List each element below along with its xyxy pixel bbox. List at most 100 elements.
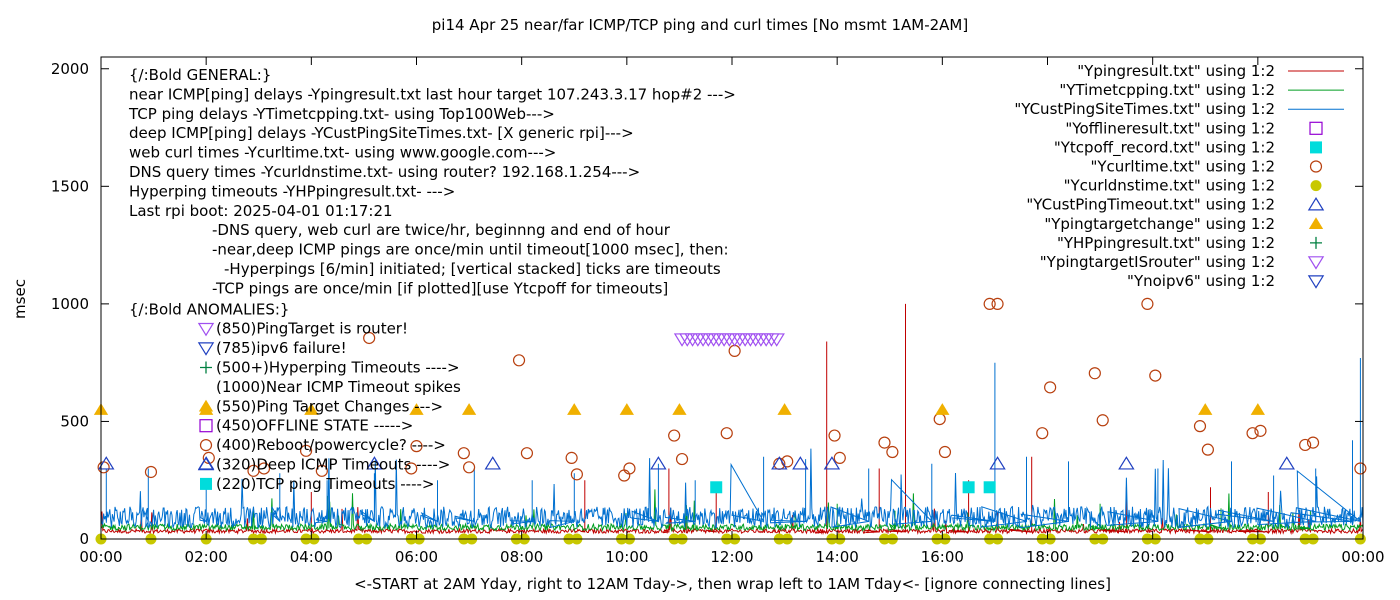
data-point-ycurltime-txt-using-1-2-11 <box>462 461 476 474</box>
data-point-ycustpingtimeout-txt-using-1-2-5 <box>771 456 788 470</box>
legend-label-ynoipv6-using-1-2: "Ynoipv6" using 1:2 <box>1127 272 1275 290</box>
data-point-ycurltime-txt-using-1-2-39 <box>1201 443 1214 456</box>
legend-label-ycustpingtimeout-txt-using-1-2: "YCustPingTimeout.txt" using 1:2 <box>1026 196 1275 214</box>
data-point-ycurltime-txt-using-1-2-10 <box>457 447 470 460</box>
annotation-glyph-19 <box>199 439 213 452</box>
annotation-17: (550)Ping Target Changes ---> <box>216 397 443 415</box>
data-point-ycurltime-txt-using-1-2-15 <box>570 468 583 481</box>
data-point-ycurltime-txt-using-1-2-25 <box>833 451 846 464</box>
data-point-ytcpoff-record-txt-using-1-2-2 <box>983 481 996 494</box>
x-tick-label: 22:00 <box>1236 548 1279 566</box>
legend-label-ypingtargetchange-using-1-2: "Ypingtargetchange" using 1:2 <box>1044 215 1275 233</box>
data-point-ycurltime-txt-using-1-2-42 <box>1299 438 1312 452</box>
y-tick-label: 1000 <box>51 295 89 313</box>
legend-label-ycurldnstime-txt-using-1-2: "Ycurldnstime.txt" using 1:2 <box>1064 177 1275 195</box>
data-point-ycurltime-txt-using-1-2-1 <box>144 465 158 479</box>
annotation-glyph-18 <box>199 419 213 433</box>
legend-sample-yofflineresult-txt-using-1-2 <box>1309 121 1323 135</box>
annotation-8: -DNS query, web curl are twice/hr, begin… <box>212 221 671 239</box>
data-point-ycurltime-txt-using-1-2-37 <box>1149 369 1162 382</box>
x-tick-label: 12:00 <box>710 548 753 566</box>
data-point-ycurltime-txt-using-1-2-16 <box>618 469 631 482</box>
data-point-ycurltime-txt-using-1-2-32 <box>1036 427 1049 440</box>
y-tick-label: 500 <box>60 412 89 430</box>
annotation-21: (220)TCP ping Timeouts ----> <box>216 475 434 493</box>
data-point-ycurltime-txt-using-1-2-4 <box>257 462 271 475</box>
x-tick-label: 10:00 <box>605 548 648 566</box>
annotation-glyph-14 <box>197 342 215 356</box>
data-point-ycurltime-txt-using-1-2-40 <box>1246 427 1259 440</box>
data-point-ycustpingtimeout-txt-using-1-2-0 <box>98 456 115 470</box>
x-axis-label: <-START at 2AM Yday, right to 12AM Tday-… <box>354 575 1111 593</box>
data-point-ycurltime-txt-using-1-2-28 <box>933 412 946 426</box>
data-point-ypingtargetchange-using-1-2-10 <box>1198 403 1213 415</box>
chart-title: pi14 Apr 25 near/far ICMP/TCP ping and c… <box>431 16 969 34</box>
data-point-ycurltime-txt-using-1-2-33 <box>1044 381 1057 394</box>
x-tick-label: 18:00 <box>1026 548 1069 566</box>
annotation-glyph-15 <box>200 361 212 374</box>
data-point-ytcpoff-record-txt-using-1-2-1 <box>962 481 975 494</box>
data-point-ycurltime-txt-using-1-2-18 <box>668 429 681 442</box>
annotation-7: Last rpi boot: 2025-04-01 01:17:21 <box>129 202 393 220</box>
x-tick-label: 00:00 <box>1341 548 1384 566</box>
legend-label-ytcpoff-record-txt-using-1-2: "Ytcpoff_record.txt" using 1:2 <box>1054 138 1275 157</box>
y-tick-label: 0 <box>79 530 89 548</box>
legend-sample-ycustpingtimeout-txt-using-1-2 <box>1307 197 1325 211</box>
data-point-ycurltime-txt-using-1-2-21 <box>728 344 741 358</box>
data-point-ycurltime-txt-using-1-2-36 <box>1141 297 1154 310</box>
annotation-glyph-13 <box>197 322 215 337</box>
legend-label-ypingtargetisrouter-using-1-2: "YpingtargetISrouter" using 1:2 <box>1040 253 1275 271</box>
y-tick-label: 1500 <box>51 177 89 195</box>
data-point-ypingtargetchange-using-1-2-8 <box>777 403 792 415</box>
data-point-ycurltime-txt-using-1-2-43 <box>1306 436 1320 449</box>
annotation-0: {/:Bold GENERAL:} <box>129 66 271 84</box>
annotation-glyph-20 <box>197 456 215 471</box>
data-point-ypingtargetchange-using-1-2-6 <box>619 403 634 415</box>
data-point-ytcpoff-record-txt-using-1-2-0 <box>710 481 723 494</box>
x-tick-label: 08:00 <box>500 548 543 566</box>
x-tick-label: 04:00 <box>290 548 333 566</box>
series-line-ycustpingsitetimes-txt-using-1-2 <box>100 358 1364 530</box>
x-tick-label: 20:00 <box>1131 548 1174 566</box>
data-point-ycurltime-txt-using-1-2-12 <box>512 354 526 367</box>
data-point-ycurltime-txt-using-1-2-17 <box>623 462 636 475</box>
data-point-ypingtargetchange-using-1-2-9 <box>935 403 950 415</box>
data-point-ycurltime-txt-using-1-2-27 <box>886 445 899 459</box>
series-line-ytimetcpping-txt-using-1-2 <box>100 489 1364 533</box>
data-point-ypingtargetchange-using-1-2-4 <box>461 403 477 415</box>
data-point-ycurltime-txt-using-1-2-6 <box>315 464 328 477</box>
legend-label-ypingresult-txt-using-1-2: "Ypingresult.txt" using 1:2 <box>1077 62 1275 80</box>
data-point-ycurltime-txt-using-1-2-5 <box>299 444 313 457</box>
data-point-ycurltime-txt-using-1-2-14 <box>565 451 578 464</box>
annotation-4: web curl times -Ycurltime.txt- using www… <box>129 144 556 162</box>
data-point-ycurltime-txt-using-1-2-13 <box>520 447 534 460</box>
legend-label-ytimetcpping-txt-using-1-2: "YTimetcpping.txt" using 1:2 <box>1059 81 1275 99</box>
data-point-ycurltime-txt-using-1-2-7 <box>363 331 376 345</box>
x-tick-label: 06:00 <box>395 548 438 566</box>
data-point-ypingtargetchange-using-1-2-11 <box>1250 403 1265 415</box>
annotation-3: deep ICMP[ping] delays -YCustPingSiteTim… <box>129 124 634 142</box>
data-point-ycurltime-txt-using-1-2-20 <box>720 427 733 440</box>
annotation-12: {/:Bold ANOMALIES:} <box>129 300 289 318</box>
annotation-6: Hyperping timeouts -YHPpingresult.txt- -… <box>129 182 455 200</box>
data-point-ycurltime-txt-using-1-2-38 <box>1193 420 1207 433</box>
legend-sample-yhppingresult-txt-using-1-2 <box>1310 236 1322 249</box>
legend-sample-ycurltime-txt-using-1-2 <box>1309 160 1323 173</box>
annotation-13: (850)PingTarget is router! <box>216 320 408 338</box>
data-point-ycurltime-txt-using-1-2-31 <box>991 297 1004 310</box>
x-tick-label: 02:00 <box>185 548 228 566</box>
legend-sample-ytcpoff-record-txt-using-1-2 <box>1310 141 1322 154</box>
data-point-ypingtargetchange-using-1-2-2 <box>304 403 319 415</box>
data-point-ycurltime-txt-using-1-2-9 <box>410 440 423 453</box>
x-tick-label: 14:00 <box>816 548 859 566</box>
data-point-ypingtargetchange-using-1-2-5 <box>567 403 582 415</box>
data-point-ycurltime-txt-using-1-2-30 <box>983 297 996 310</box>
data-point-ypingtargetisrouter-using-1-2-18 <box>768 333 785 347</box>
legend-sample-ypingtargetchange-using-1-2 <box>1308 217 1324 229</box>
data-point-ycurltime-txt-using-1-2-41 <box>1254 424 1267 437</box>
legend-label-ycurltime-txt-using-1-2: "Ycurltime.txt" using 1:2 <box>1090 158 1275 176</box>
legend-label-yhppingresult-txt-using-1-2: "YHPpingresult.txt" using 1:2 <box>1057 234 1275 252</box>
annotation-5: DNS query times -Ycurldnstime.txt- using… <box>129 163 640 181</box>
data-point-ycurltime-txt-using-1-2-34 <box>1088 367 1101 380</box>
